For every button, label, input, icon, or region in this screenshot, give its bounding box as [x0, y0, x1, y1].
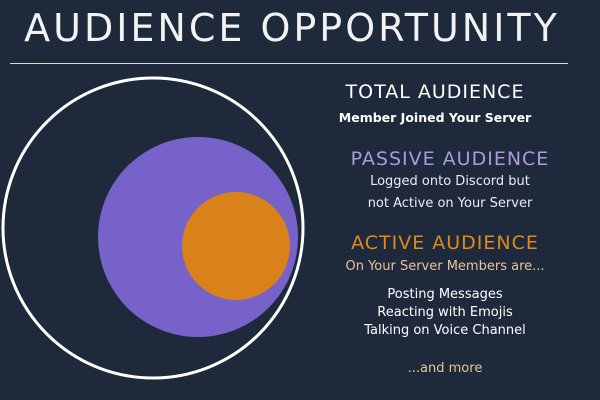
total-audience-legend: TOTAL AUDIENCE Member Joined Your Server [330, 81, 540, 128]
passive-audience-description-line: Logged onto Discord but [370, 174, 530, 189]
active-audience-heading: ACTIVE AUDIENCE [351, 232, 539, 254]
passive-audience-legend: PASSIVE AUDIENCE Logged onto Discord but… [335, 148, 565, 214]
active-audience-description: On Your Server Members are... [345, 259, 545, 274]
activity-item: Talking on Voice Channel [364, 323, 526, 338]
activity-item: Posting Messages [387, 287, 503, 302]
page-title: AUDIENCE OPPORTUNITY [24, 6, 560, 50]
active-audience-circle [182, 192, 290, 300]
active-activities-list: Posting Messages Reacting with Emojis Ta… [330, 286, 560, 340]
passive-audience-description-line: not Active on Your Server [367, 196, 533, 211]
total-audience-heading: TOTAL AUDIENCE [345, 81, 525, 103]
active-audience-legend: ACTIVE AUDIENCE On Your Server Members a… [330, 232, 560, 277]
and-more-text: ...and more [407, 361, 483, 376]
activity-item: Reacting with Emojis [377, 305, 513, 320]
title-divider [10, 63, 568, 64]
total-audience-circle [1, 76, 305, 380]
passive-audience-heading: PASSIVE AUDIENCE [350, 148, 550, 170]
total-audience-description: Member Joined Your Server [338, 110, 532, 125]
